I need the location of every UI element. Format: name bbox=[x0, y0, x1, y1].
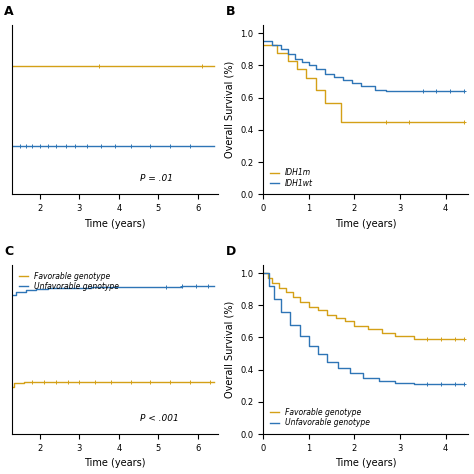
Legend: Favorable genotype, Unfavorable genotype: Favorable genotype, Unfavorable genotype bbox=[267, 405, 374, 430]
Y-axis label: Overall Survival (%): Overall Survival (%) bbox=[225, 301, 235, 398]
Legend: IDH1m, IDH1wt: IDH1m, IDH1wt bbox=[267, 165, 316, 191]
Text: P = .01: P = .01 bbox=[139, 174, 173, 183]
Text: C: C bbox=[4, 245, 13, 258]
Text: D: D bbox=[226, 245, 237, 258]
Legend: Favorable genotype, Unfavorable genotype: Favorable genotype, Unfavorable genotype bbox=[16, 269, 122, 294]
Y-axis label: Overall Survival (%): Overall Survival (%) bbox=[225, 61, 235, 158]
Text: B: B bbox=[226, 5, 236, 18]
X-axis label: Time (years): Time (years) bbox=[335, 219, 397, 228]
X-axis label: Time (years): Time (years) bbox=[84, 219, 146, 228]
X-axis label: Time (years): Time (years) bbox=[335, 458, 397, 468]
Text: P < .001: P < .001 bbox=[139, 414, 178, 423]
X-axis label: Time (years): Time (years) bbox=[84, 458, 146, 468]
Text: A: A bbox=[4, 5, 14, 18]
